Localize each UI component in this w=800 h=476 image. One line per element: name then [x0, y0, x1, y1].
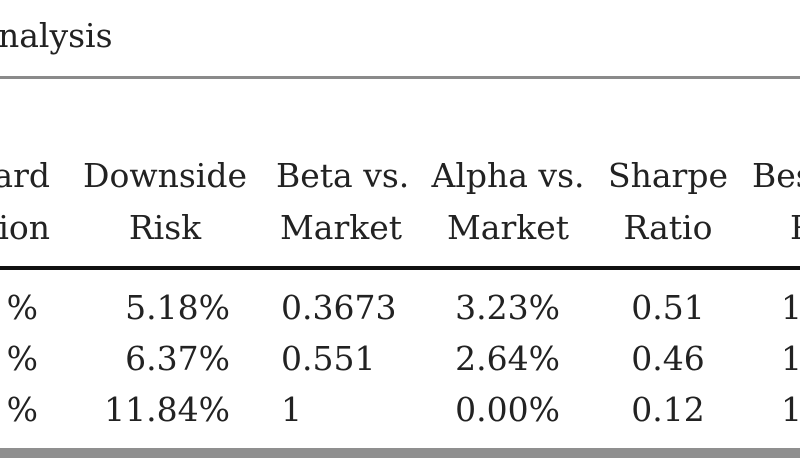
header-line-2: Market [279, 208, 403, 247]
header-line-1: ard [0, 156, 50, 195]
cell-downside-risk: 6.37% [125, 339, 230, 378]
cell-beta: 0.551 [281, 339, 376, 378]
header-line-2: R [752, 202, 800, 254]
header-line-1: Beta vs. [276, 156, 410, 195]
cell-best-period: 1 [781, 288, 800, 327]
cell-best-period: 1 [781, 390, 800, 429]
header-downside-risk: Downside Risk [82, 150, 248, 254]
cell-alpha: 2.64% [455, 339, 560, 378]
header-line-2: ion [0, 208, 50, 247]
cell-sharpe: 0.12 [631, 390, 705, 429]
top-rule [0, 76, 800, 79]
header-standard-deviation: ard ion [0, 150, 50, 254]
header-line-1: Sharpe [608, 156, 728, 195]
cell-downside-risk: 5.18% [125, 288, 230, 327]
cell-std-dev: % [6, 288, 38, 327]
cell-std-dev: % [6, 339, 38, 378]
header-alpha: Alpha vs. Market [430, 150, 586, 254]
table-title: nalysis [0, 16, 113, 55]
header-beta: Beta vs. Market [276, 150, 410, 254]
header-sharpe: Sharpe Ratio [608, 150, 728, 254]
cell-beta: 0.3673 [281, 288, 397, 327]
cell-beta: 1 [281, 390, 302, 429]
cell-sharpe: 0.46 [631, 339, 705, 378]
cell-alpha: 3.23% [455, 288, 560, 327]
header-line-1: Bes [752, 156, 800, 195]
cell-sharpe: 0.51 [631, 288, 705, 327]
header-line-1: Alpha vs. [431, 156, 585, 195]
header-best-period: Bes R [752, 150, 800, 254]
cell-best-period: 1 [781, 339, 800, 378]
cell-alpha: 0.00% [455, 390, 560, 429]
header-line-2: Market [446, 208, 570, 247]
cell-downside-risk: 11.84% [104, 390, 230, 429]
bottom-rule [0, 448, 800, 458]
cell-std-dev: % [6, 390, 38, 429]
header-line-1: Downside [83, 156, 247, 195]
header-line-2: Ratio [623, 208, 713, 247]
header-rule [0, 266, 800, 270]
header-line-2: Risk [128, 208, 202, 247]
